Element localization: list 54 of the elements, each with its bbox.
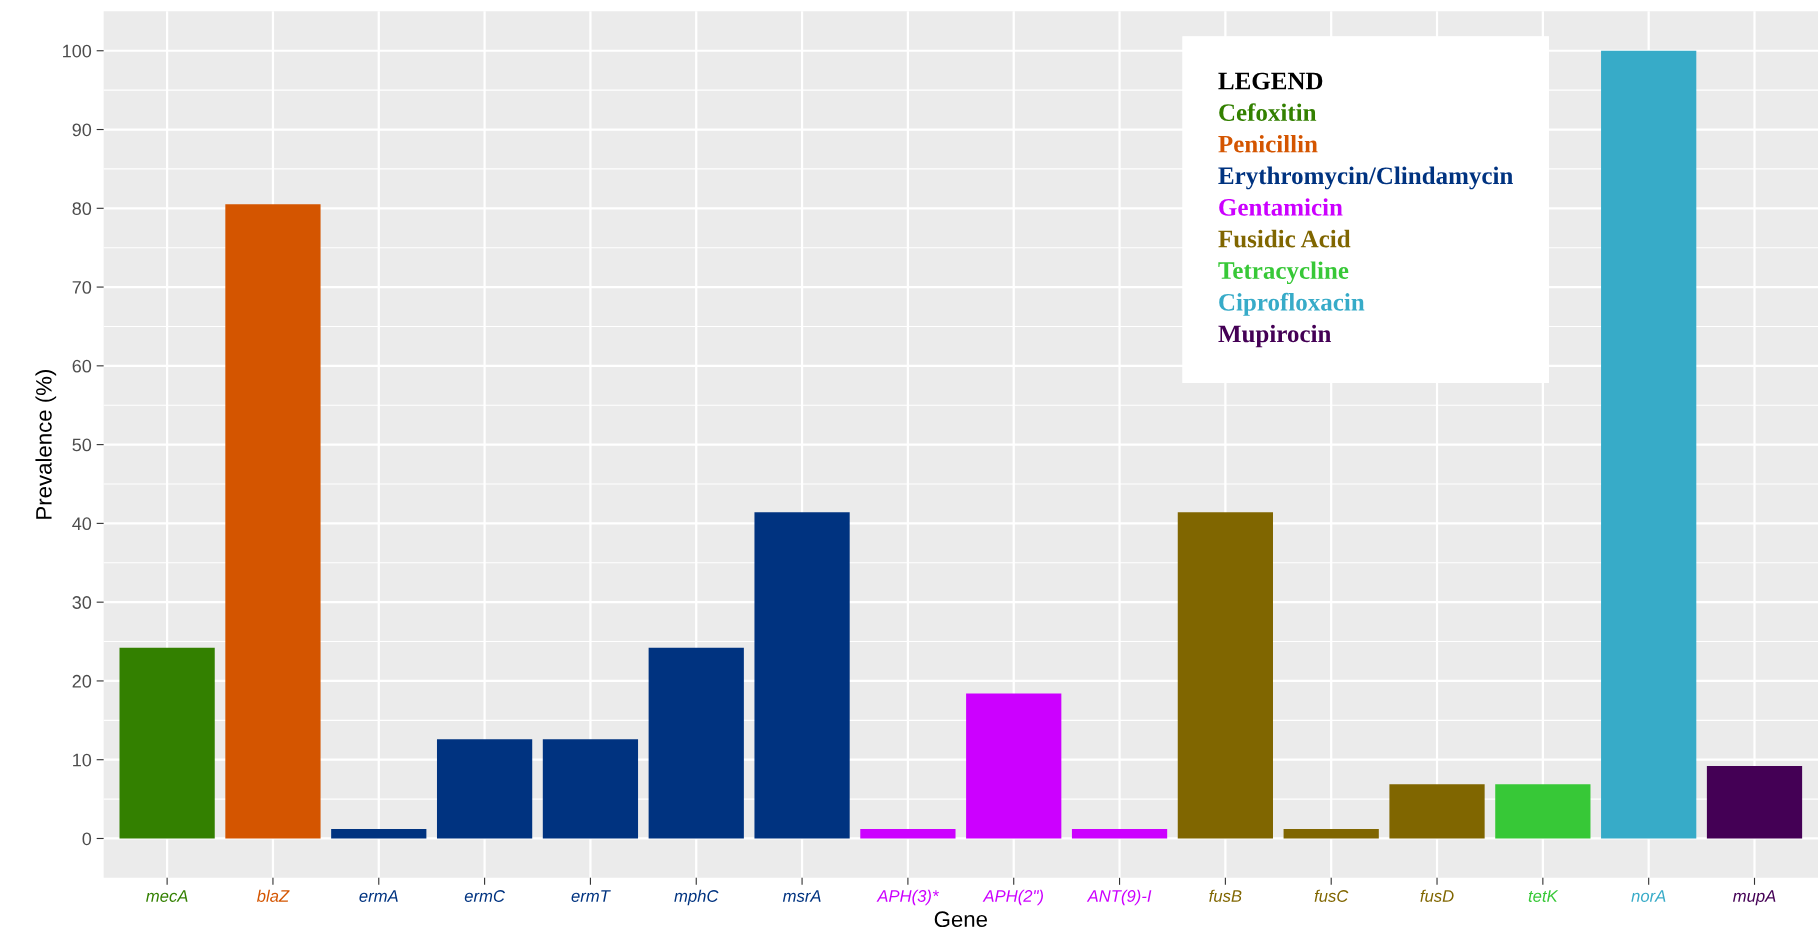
bar (436, 739, 533, 839)
x-tick-label: ermC (464, 890, 506, 902)
y-tick-label: 80 (72, 202, 92, 216)
x-axis-title: Gene (934, 911, 988, 928)
text: Gentamicin (1219, 198, 1343, 216)
x-tick-label: ermA (359, 890, 398, 902)
bar (542, 739, 639, 839)
text: Penicillin (1218, 135, 1318, 153)
bar (225, 204, 321, 839)
y-axis-title: Prevalence (%) (35, 370, 57, 519)
x-tick-label: norA (1631, 890, 1666, 902)
bar (648, 647, 744, 839)
text: Cefoxitin (1219, 103, 1317, 122)
y-tick-label: 10 (73, 753, 92, 767)
y-tick-label: 60 (72, 359, 92, 373)
y-tick-label: 90 (72, 123, 92, 137)
bar (754, 512, 850, 839)
text: Ciprofloxacin (1219, 292, 1365, 316)
x-tick-label: fusC (1314, 889, 1349, 902)
x-tick-label: mecA (146, 890, 188, 902)
x-tick-label: msrA (782, 890, 821, 902)
x-tick-label: blaZ (256, 889, 290, 902)
x-tick-label: ermT (571, 890, 611, 902)
text: Erythromycin/Clindamycin (1218, 166, 1513, 190)
bar (1177, 512, 1273, 839)
bar (860, 829, 956, 839)
text: Mupirocin (1218, 324, 1332, 348)
bar (331, 829, 427, 839)
text: Fusidic Acid (1218, 229, 1351, 248)
y-tick-label: 0 (82, 832, 92, 846)
y-tick-label: 50 (72, 438, 92, 452)
x-tick-label: fusD (1420, 889, 1454, 902)
bar (966, 693, 1062, 839)
y-tick-label: 20 (72, 674, 92, 688)
bar (1706, 766, 1803, 839)
y-tick-label: 100 (63, 44, 92, 58)
x-tick-label: ANT(9)-I (1086, 889, 1152, 906)
bar (1283, 829, 1379, 839)
text: Tetracycline (1218, 261, 1349, 285)
bar (119, 647, 215, 839)
bar (1071, 829, 1168, 839)
y-tick-label: 30 (72, 596, 92, 609)
legend-title: LEGEND (1218, 72, 1323, 90)
x-tick-label: mupA (1733, 890, 1776, 906)
bar (1495, 784, 1591, 839)
x-tick-label: APH(3)* (876, 889, 939, 906)
x-tick-label: mphC (674, 889, 719, 906)
x-tick-label: tetK (1528, 890, 1559, 902)
y-tick-label: 70 (72, 281, 92, 294)
bar (1601, 50, 1697, 839)
y-tick-label: 40 (72, 517, 92, 531)
x-tick-label: APH(2") (982, 889, 1044, 906)
bar (1389, 784, 1485, 839)
x-tick-label: fusB (1209, 889, 1242, 902)
